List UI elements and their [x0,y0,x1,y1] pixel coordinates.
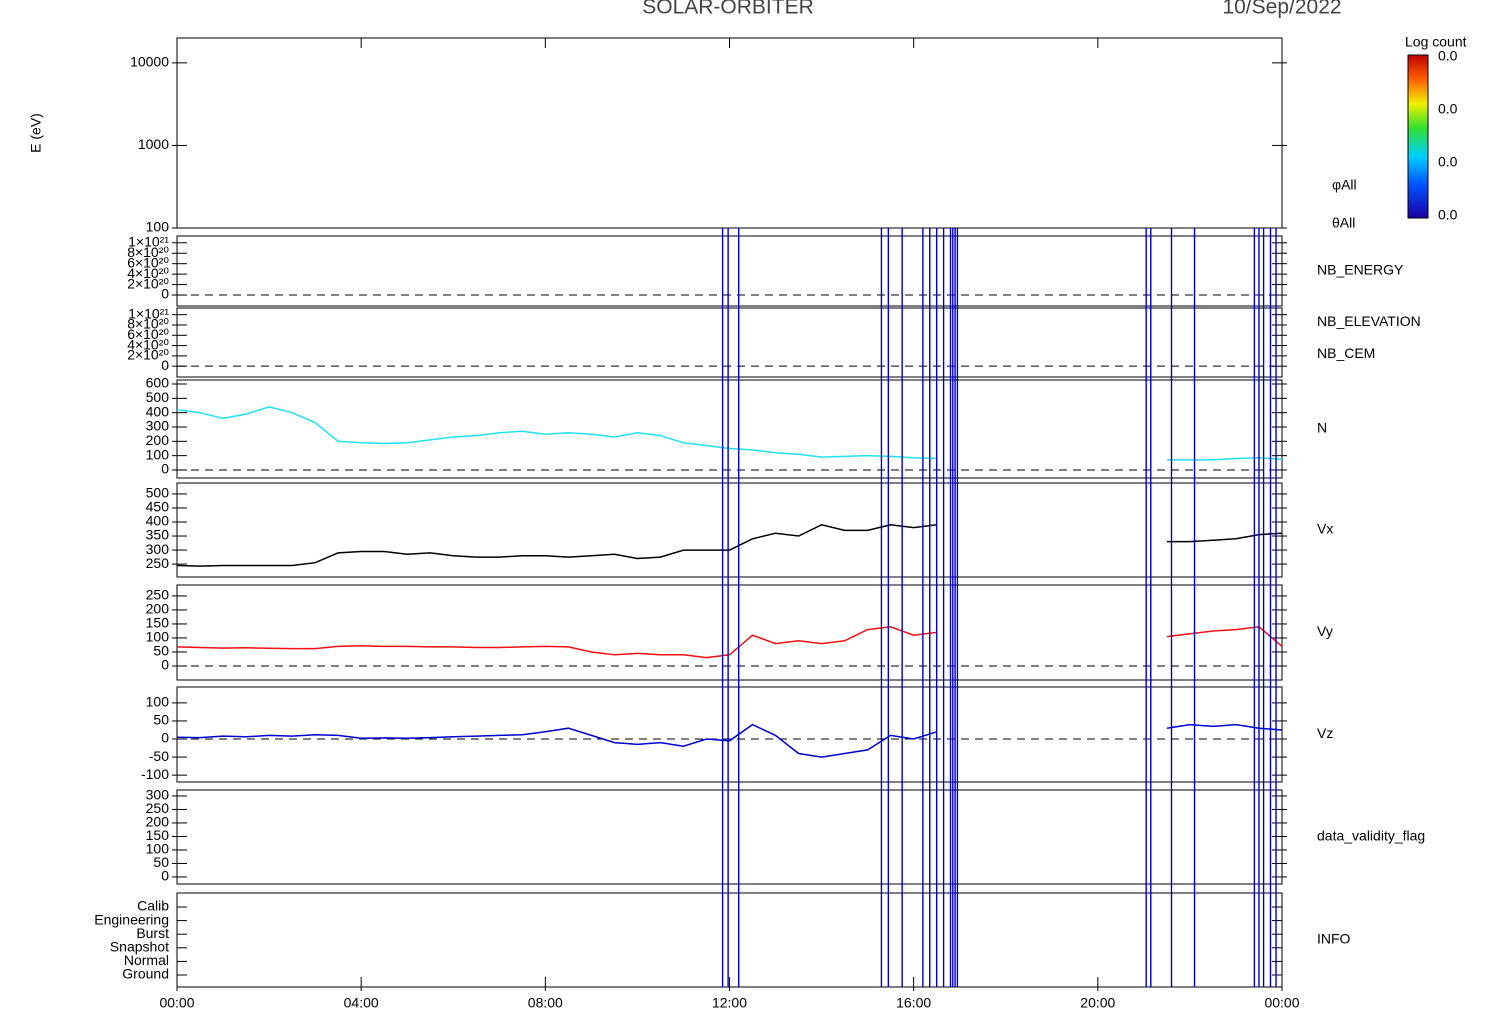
date: 10/Sep/2022 [1222,0,1341,19]
x-tick-label: 00:00 [1264,995,1299,1011]
series-label: Vx [1317,521,1333,537]
y-tick-label: -50 [149,748,169,764]
y-category-label: Engineering [94,911,169,927]
y-tick-label: 6×10²⁰ [127,326,169,342]
y-tick-label: 1000 [138,136,169,152]
y-tick-label: 150 [146,827,170,843]
y-tick-label: 100 [146,629,170,645]
y-tick-label: 400 [146,403,170,419]
y-category-label: Calib [137,898,169,914]
x-tick-label: 08:00 [528,995,563,1011]
x-tick-label: 20:00 [1080,995,1115,1011]
series-label: Vy [1317,623,1333,639]
panel-frame [176,584,1283,681]
y-tick-label: 4×10²⁰ [127,336,169,352]
y-category-label: Snapshot [110,939,169,955]
y-tick-label: 100 [146,446,170,462]
y-category-label: Burst [136,925,169,941]
series-label: NB_ENERGY [1317,262,1404,278]
y-tick-label: 250 [146,800,170,816]
y-tick-label: 0 [161,868,169,884]
panel-frame [176,789,1283,885]
y-tick-label: 200 [146,601,170,617]
y-tick-label: 250 [146,555,170,571]
y-tick-label: 0 [161,357,169,373]
y-tick-label: 200 [146,814,170,830]
colorbar-tick-label: 0.0 [1438,101,1458,117]
panel-frame [176,307,1283,378]
series-label: INFO [1317,931,1351,947]
y-tick-label: 150 [146,615,170,631]
y-tick-label: 300 [146,541,170,557]
y-tick-label: 100 [146,841,170,857]
colorbar [1407,54,1429,219]
y-tick-label: 350 [146,527,170,543]
series-label: Vz [1317,725,1333,741]
y-tick-label: 2×10²⁰ [127,275,169,291]
y-axis-label: E (eV) [28,113,44,153]
series-line [176,723,1283,758]
panel-frame [176,37,1283,229]
x-tick-label: 12:00 [712,995,747,1011]
y-tick-label: 8×10²⁰ [127,316,169,332]
y-tick-label: 500 [146,389,170,405]
panel-frame [176,892,1283,988]
y-tick-label: 50 [153,854,169,870]
colorbar-label: Log count [1405,34,1467,50]
y-tick-label: 250 [146,587,170,603]
x-tick-label: 00:00 [159,995,194,1011]
colorbar-tick-label: 0.0 [1438,154,1458,170]
y-tick-label: 0 [161,461,169,477]
y-tick-label: 1×10²¹ [128,233,169,249]
colorbar-tick-label: 0.0 [1438,207,1458,223]
series-line [176,524,1283,567]
y-tick-label: 300 [146,787,170,803]
y-tick-label: 0 [161,657,169,673]
y-tick-label: 400 [146,513,170,529]
chart-title: SOLAR-ORBITER [642,0,814,19]
series-label: φAll [1332,177,1357,193]
panel-frame [176,482,1283,578]
y-tick-label: 100 [146,219,170,235]
x-tick-label: 04:00 [344,995,379,1011]
y-tick-label: 50 [153,643,169,659]
y-tick-label: 450 [146,499,170,515]
series-label: θAll [1332,215,1355,231]
colorbar-tick-label: 0.0 [1438,48,1458,64]
series-line [176,626,1283,659]
y-tick-label: 100 [146,694,170,710]
y-tick-label: 200 [146,432,170,448]
series-line [176,406,1283,461]
y-tick-label: -100 [141,766,169,782]
y-tick-label: 8×10²⁰ [127,244,169,260]
series-label: NB_ELEVATION [1317,313,1421,329]
y-tick-label: 600 [146,375,170,391]
y-tick-label: 6×10²⁰ [127,254,169,270]
y-tick-label: 50 [153,712,169,728]
y-category-label: Normal [124,952,169,968]
x-tick-label: 16:00 [896,995,931,1011]
series-label: N [1317,420,1327,436]
panel-frame [176,686,1283,783]
y-category-label: Ground [122,966,169,982]
y-tick-label: 4×10²⁰ [127,265,169,281]
y-tick-label: 1×10²¹ [128,305,169,321]
panel-frame [176,235,1283,307]
y-tick-label: 0 [161,286,169,302]
y-tick-label: 2×10²⁰ [127,347,169,363]
series-label: NB_CEM [1317,345,1375,361]
y-tick-label: 0 [161,730,169,746]
panel-frame [176,379,1283,479]
series-label: data_validity_flag [1317,828,1425,844]
y-tick-label: 500 [146,485,170,501]
y-tick-label: 10000 [130,54,169,70]
y-tick-label: 300 [146,418,170,434]
